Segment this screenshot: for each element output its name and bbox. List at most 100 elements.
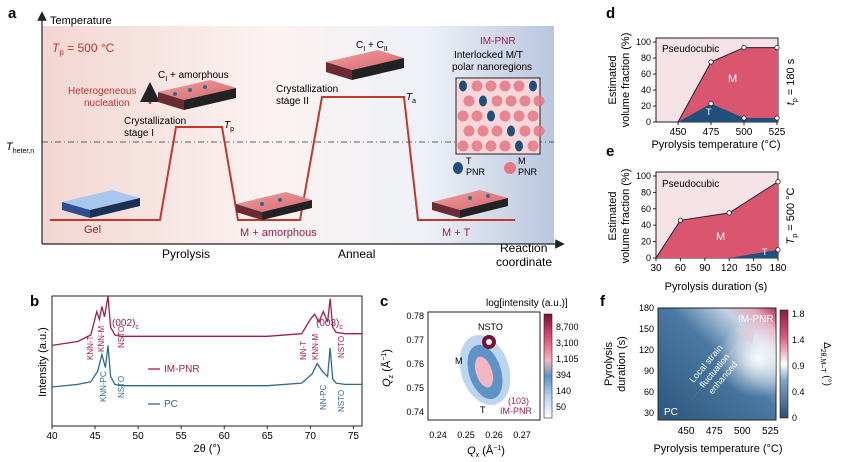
legend-t-pnr: T PNR [453,156,486,177]
series-impnr-label: IM-PNR [164,364,200,375]
data-point [774,44,780,51]
data-point [708,59,714,65]
lbl-knn-m-right: KNN-M [311,333,320,360]
data-point [741,115,747,121]
f-y-tick-label: 120 [639,345,654,355]
panel-d-y-label-1: Estimated [607,56,619,105]
ta-marker: Ta [406,92,416,105]
panel-c-colorbar-title: log[intensity (a.u.)] [486,298,568,309]
c-colorbar-tick: 394 [556,370,571,380]
panel-e-y-label-1: Estimated [607,192,619,241]
f-colorbar-tick: 0 [792,413,797,423]
panel-c-ticks: 0.24 0.25 0.26 0.27 0.78 0.77 0.76 0.75 0.74 [406,311,530,440]
f-x-tick-label: 475 [706,426,723,437]
cryst-stage-2-label-1: Crystallization [276,84,338,95]
x-tick-label: 120 [721,263,738,274]
ann-003: (003)c [316,318,343,331]
m-amorphous-label: M + amorphous [240,227,317,239]
panel-d-m-boundary [677,47,777,123]
x-tick-label: 525 [769,127,786,138]
panel-label-d: d [606,5,615,22]
t-pnr-dot [507,125,515,137]
het-nucleation-label-1: Heterogeneous [68,86,136,97]
panel-f-colorbar-ticks: 1.8 1.4 0.9 0.4 0 [792,309,805,423]
m-pnr-dot [527,110,539,122]
m-pnr-dot [491,95,503,107]
f-y-tick-label: 60 [644,387,654,397]
panel-c-y-label: Qz (Å−1) [380,349,395,387]
panel-f-ticks: 450 475 500 525 30 60 90 120 150 180 [639,303,779,437]
panel-label-e: e [606,143,614,160]
film-slab-anneal [326,50,404,80]
x-tick-label: 65 [262,431,274,442]
m-pnr-dot [519,95,531,107]
panel-a-x-label-1: Reaction [500,241,547,255]
panel-c-x-label: Qx (Å−1) [467,444,505,459]
panel-e-m-area [656,181,778,258]
lbl-knn-m: KNN-M [97,325,106,352]
peak-nsto-label: NSTO [478,322,503,332]
f-x-tick-label: 500 [734,426,751,437]
panel-e-m-boundary [655,181,779,259]
panel-d-y-label-2: volume fraction (%) [620,33,632,128]
ci-amorphous-label: CI + amorphous [158,70,229,83]
m-pnr-dot [499,80,511,92]
x-tick-label: 30 [650,263,662,274]
panel-d-points [708,44,780,121]
panel-e-side-label: Tp = 500 °C [785,187,799,244]
y-tick-label: 0 [646,117,651,127]
temperature-profile [50,96,515,221]
t-pnr-dot [487,110,495,122]
m-pnr-dot [499,110,511,122]
y-tick-label: 60 [641,69,651,79]
cryst-stage-2-label-2: stage II [276,96,309,107]
m-pnr-dot [519,125,531,137]
pnr-dots [457,80,545,152]
impnr-title: IM-PNR [480,36,516,47]
c-x-tick-label: 0.27 [513,430,531,440]
data-point [775,247,781,253]
y-tick-label: 80 [641,53,651,63]
panel-e-t-area [656,249,778,258]
y-tick-label: 40 [641,85,651,95]
panel-d-t-area [678,103,777,122]
c-x-tick-label: 0.24 [429,430,447,440]
panel-f: f IM-PNR PC Local strain fluctuation enh… [600,293,832,455]
refl-label-1: (103) [508,396,529,406]
panel-f-colorbar-label: Δ2θ,M–T (°) [819,342,832,386]
panel-b-frame [51,295,363,427]
lbl-nsto-right-top: NSTO [337,336,346,358]
y-tick-label: 60 [641,204,651,214]
m-t-label: M + T [442,227,471,239]
panel-f-colorbar [779,309,789,419]
c-y-tick-label: 0.76 [406,359,424,369]
f-x-tick-label: 450 [678,426,695,437]
panel-c-colorbar [543,313,553,419]
t-pnr-dot [529,80,537,92]
rsm-map [459,334,511,406]
m-pnr-dot [463,125,475,137]
f-colorbar-tick: 1.8 [792,309,805,319]
series-pc-line [51,345,362,388]
ci-cii-label: CI + CII [356,40,388,53]
m-pnr-dot [527,140,539,152]
panel-e-ticks: 0 20 40 60 80 100 30 60 90 120 150 180 [636,171,787,274]
refl-label-2: IM-PNR [500,406,532,416]
panel-b-x-label: 2θ (°) [193,443,220,455]
lbl-knn-t: KNN-T [86,335,95,360]
x-tick-label: 75 [348,431,360,442]
legend-m-label-2: PNR [518,167,538,177]
c-colorbar-tick: 140 [556,386,571,396]
m-pnr-icon [504,162,516,174]
cryst-stage-1-label-1: Crystallization [124,116,186,127]
series-impnr-line [51,295,362,347]
m-pnr-dot [477,125,489,137]
panel-f-y-label-2: duration (s) [616,336,628,392]
f-x-tick-label: 525 [762,426,779,437]
c-x-tick-label: 0.25 [457,430,475,440]
x-tick-label: 60 [675,263,687,274]
lbl-nn-t: NN-T [299,341,308,360]
x-tick-label: 40 [46,431,58,442]
legend-m-pnr: M PNR [504,156,538,177]
y-tick-label: 20 [641,101,651,111]
